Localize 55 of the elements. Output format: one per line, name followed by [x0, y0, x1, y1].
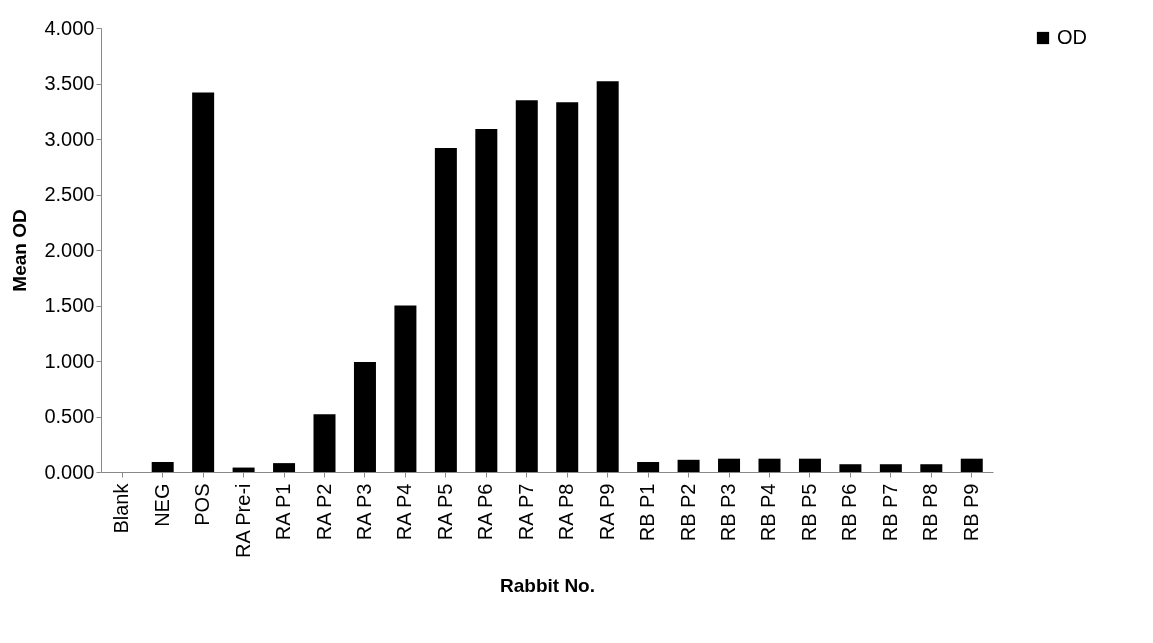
x-tick-label: RB P7 — [878, 483, 901, 542]
y-tick-label: 3.500 — [44, 72, 95, 94]
x-tick-label: RA P6 — [474, 483, 497, 541]
x-tick-label: RA P3 — [352, 483, 375, 541]
x-tick-label: RB P5 — [797, 483, 820, 542]
y-tick-label: 2.500 — [44, 183, 95, 205]
bar — [637, 462, 660, 472]
legend-label: OD — [1057, 26, 1087, 48]
bar — [758, 458, 781, 472]
y-tick-label: 4.000 — [44, 16, 95, 39]
x-tick-label: RB P1 — [636, 483, 659, 542]
x-tick-label: RB P6 — [838, 483, 861, 542]
bar — [273, 463, 296, 472]
bar — [394, 305, 417, 472]
x-tick-label: RA P7 — [514, 483, 537, 541]
y-tick-label: 1.500 — [44, 294, 95, 316]
y-axis-title: Mean OD — [9, 209, 31, 292]
x-tick-label: RA P8 — [555, 483, 578, 541]
y-tick-label: 3.000 — [44, 127, 95, 150]
x-tick-label: NEG — [150, 483, 173, 527]
x-tick-label: POS — [191, 483, 214, 526]
x-tick-label: RB P2 — [676, 483, 699, 542]
x-tick-label: RA P5 — [433, 483, 456, 541]
bar — [839, 464, 862, 472]
bar — [313, 414, 336, 472]
bar — [798, 458, 821, 472]
bar — [232, 467, 255, 472]
bar — [151, 462, 174, 472]
x-tick-label: RA P4 — [393, 483, 416, 541]
x-tick-label: RB P9 — [959, 483, 982, 542]
bar — [434, 147, 457, 472]
y-tick-label: 1.000 — [44, 349, 95, 372]
x-tick-label: RB P8 — [919, 483, 942, 542]
y-tick-label: 0.000 — [44, 460, 95, 483]
x-tick-label: RB P3 — [717, 483, 740, 542]
x-tick-label: RB P4 — [757, 483, 780, 542]
bar — [677, 459, 700, 472]
x-tick-label: RA P9 — [595, 483, 618, 541]
bar — [515, 100, 538, 472]
bar — [353, 362, 376, 472]
bar — [596, 81, 619, 472]
x-tick-label: Blank — [110, 482, 133, 534]
x-tick-label: RA Pre-i — [231, 483, 254, 558]
bar — [192, 92, 215, 472]
y-tick-label: 0.500 — [44, 405, 95, 427]
y-tick-label: 2.000 — [44, 238, 95, 261]
bar — [920, 464, 943, 472]
bar — [556, 102, 579, 472]
bar — [960, 458, 983, 472]
x-axis-title: Rabbit No. — [500, 575, 595, 597]
bar — [718, 458, 741, 472]
bar — [879, 464, 902, 472]
bar — [475, 129, 498, 472]
x-tick-label: RA P1 — [272, 483, 295, 541]
x-tick-label: RA P2 — [312, 483, 335, 541]
